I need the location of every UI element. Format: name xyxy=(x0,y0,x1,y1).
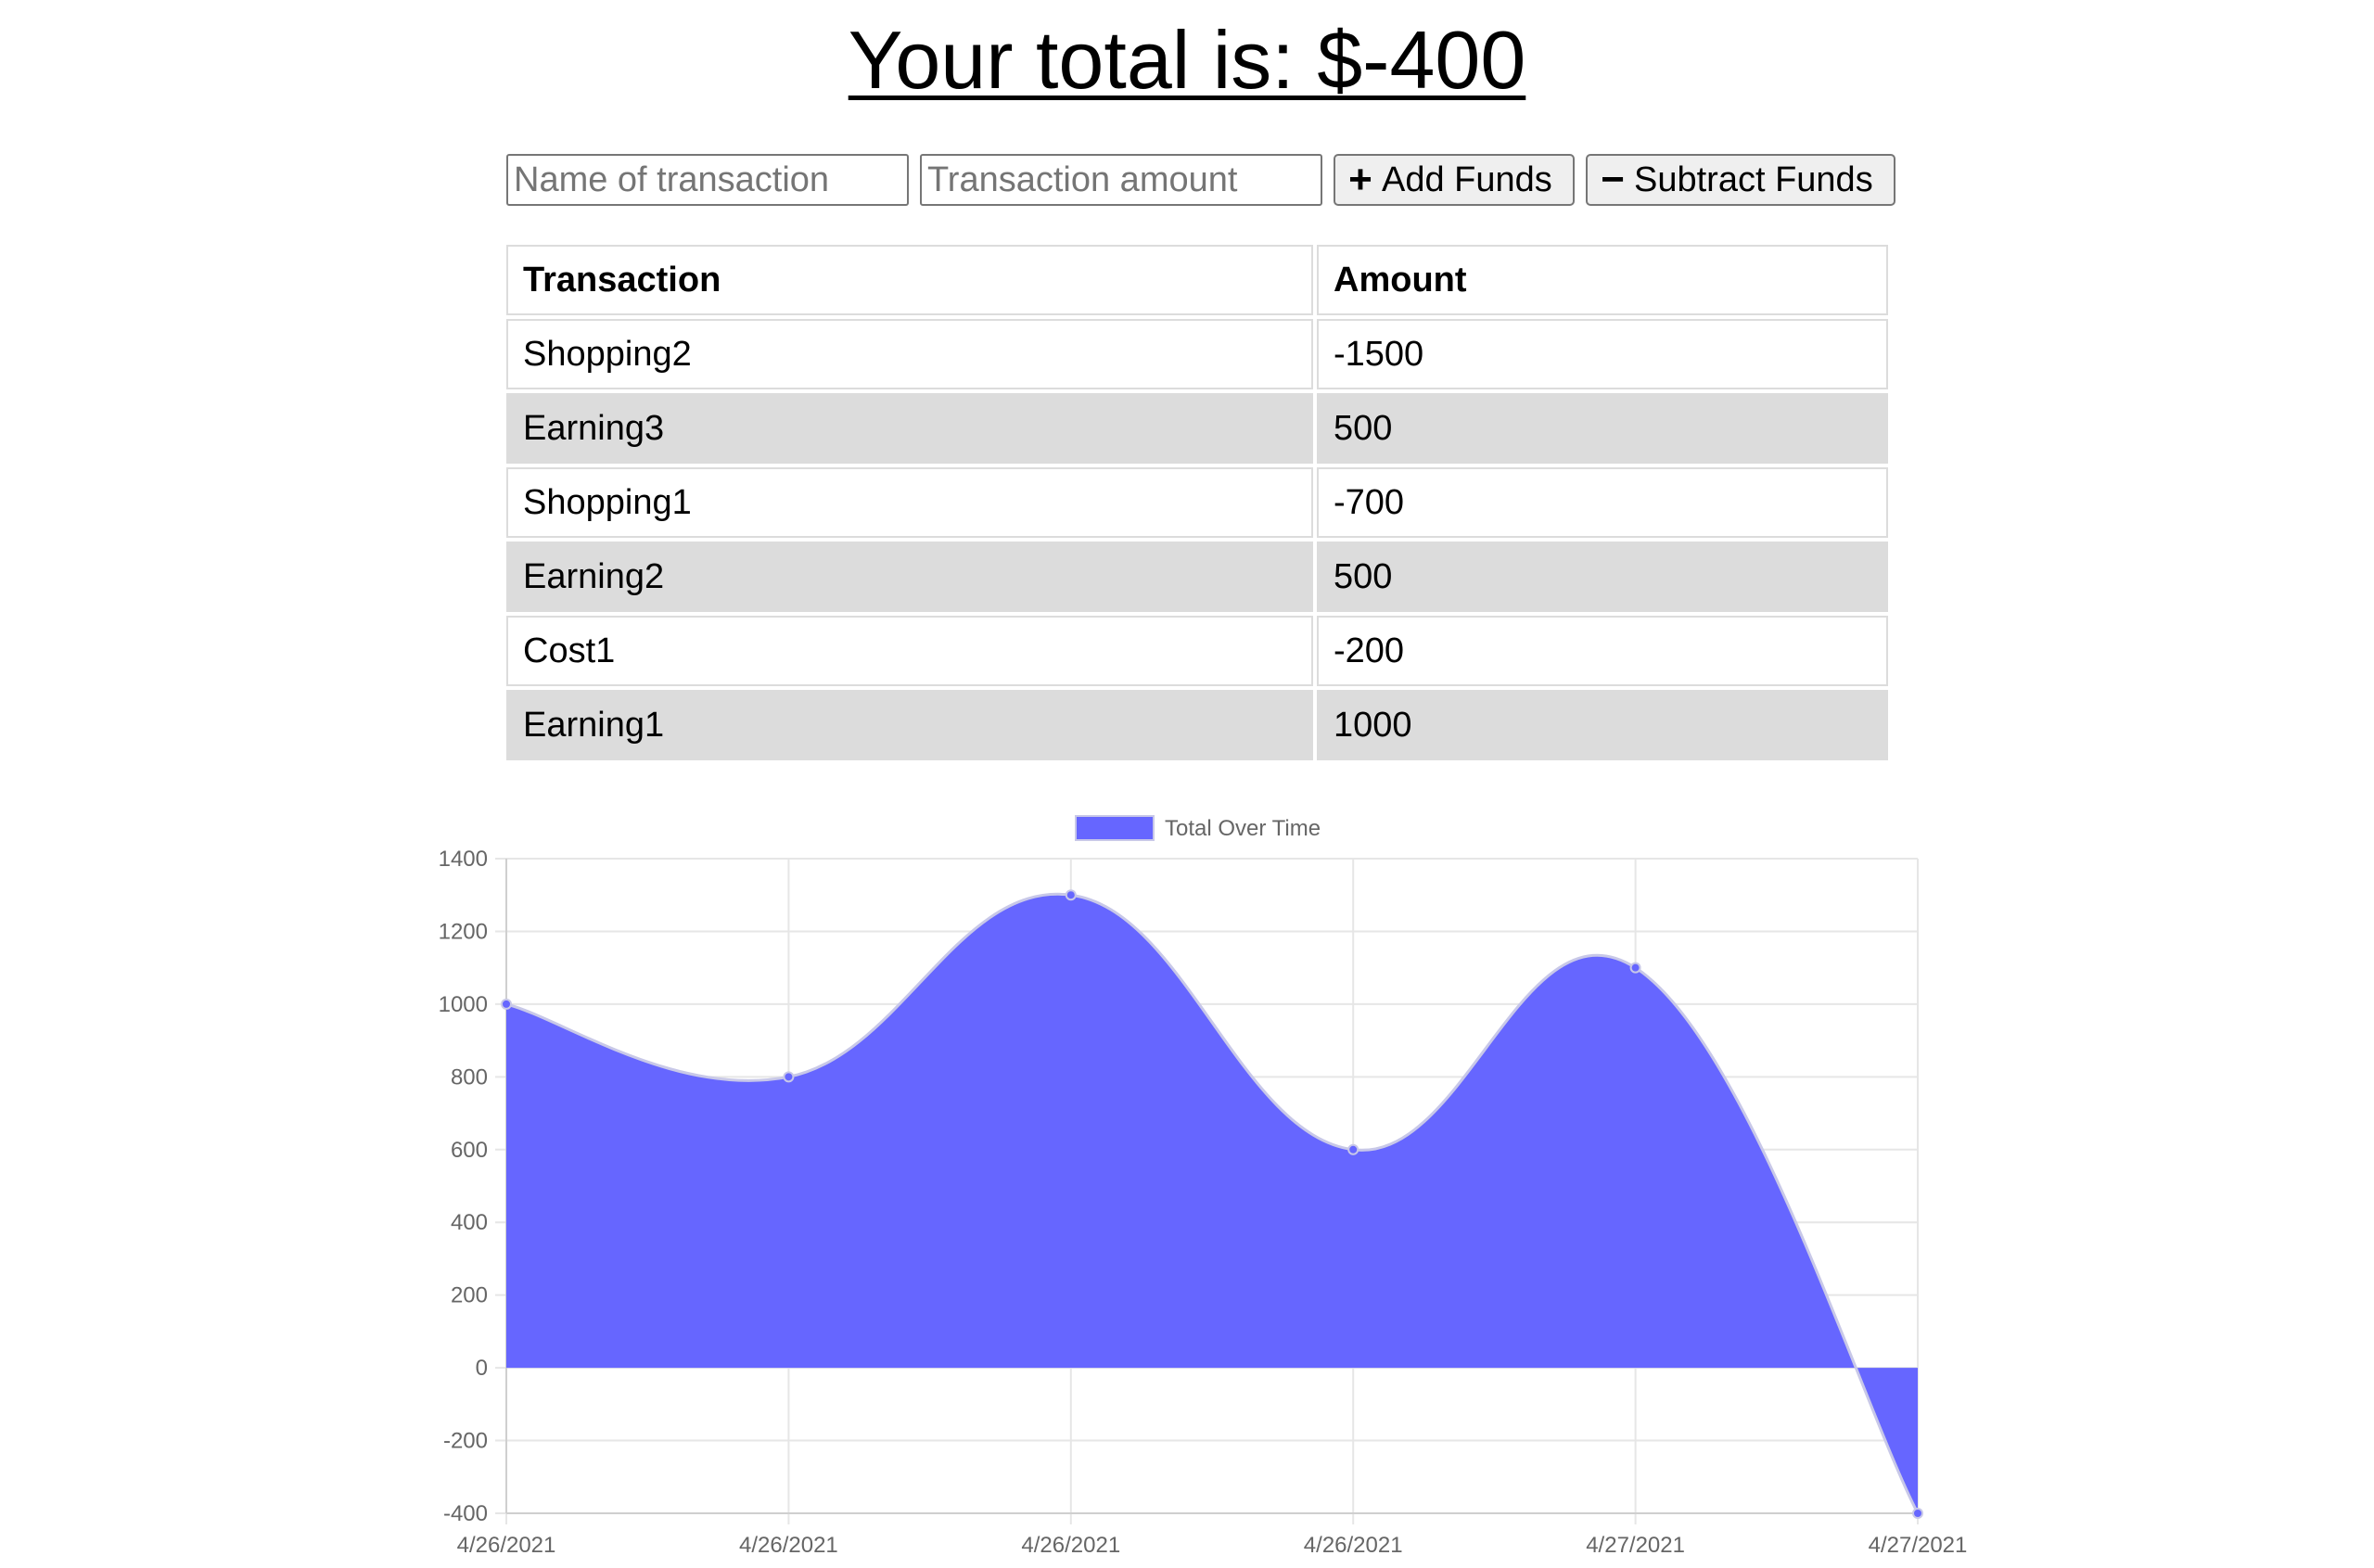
transaction-amount-cell: 1000 xyxy=(1317,690,1888,760)
y-tick-label: 1000 xyxy=(439,992,488,1017)
y-tick-label: 800 xyxy=(451,1064,488,1090)
data-point xyxy=(783,1071,795,1083)
column-header-transaction: Transaction xyxy=(506,245,1313,315)
y-tick-label: 1400 xyxy=(439,847,488,872)
transaction-amount-input[interactable] xyxy=(920,154,1322,206)
transaction-amount-cell: -700 xyxy=(1317,467,1888,538)
data-point xyxy=(1347,1143,1359,1155)
transaction-name-cell: Shopping2 xyxy=(506,319,1313,389)
table-row: Shopping2 -1500 xyxy=(506,319,1888,389)
table-row: Earning2 500 xyxy=(506,542,1888,612)
y-tick-label: 600 xyxy=(451,1138,488,1163)
add-funds-label: Add Funds xyxy=(1382,159,1552,199)
column-header-amount: Amount xyxy=(1317,245,1888,315)
y-tick-label: 1200 xyxy=(439,919,488,944)
table-row: Earning3 500 xyxy=(506,393,1888,464)
table-row: Earning1 1000 xyxy=(506,690,1888,760)
y-tick-label: -400 xyxy=(443,1501,488,1526)
table-row: Cost1 -200 xyxy=(506,616,1888,686)
add-funds-button[interactable]: + Add Funds xyxy=(1334,154,1575,206)
transaction-amount-cell: -1500 xyxy=(1317,319,1888,389)
transaction-name-cell: Earning2 xyxy=(506,542,1313,612)
data-point xyxy=(501,998,512,1010)
transaction-amount-cell: -200 xyxy=(1317,616,1888,686)
x-tick-label: 4/26/2021 xyxy=(457,1533,556,1558)
table-header-row: Transaction Amount xyxy=(506,245,1888,315)
minus-icon: − xyxy=(1601,157,1625,202)
data-point xyxy=(1912,1508,1923,1519)
y-tick-label: 0 xyxy=(476,1356,488,1381)
transactions-table: Transaction Amount Shopping2 -1500 Earni… xyxy=(503,241,1892,764)
y-tick-label: 400 xyxy=(451,1210,488,1235)
series-area xyxy=(506,894,1918,1513)
transaction-name-cell: Shopping1 xyxy=(506,467,1313,538)
x-tick-label: 4/26/2021 xyxy=(1304,1533,1403,1558)
legend-label: Total Over Time xyxy=(1165,816,1321,841)
y-tick-label: 200 xyxy=(451,1283,488,1308)
transaction-amount-cell: 500 xyxy=(1317,542,1888,612)
total-over-time-chart: 1400 1200 1000 800 600 400 200 0 -200 -400 4/26/20… xyxy=(439,815,1968,1558)
plus-icon: + xyxy=(1348,157,1372,202)
transaction-amount-cell: 500 xyxy=(1317,393,1888,464)
total-heading: Your total is: $-400 xyxy=(848,14,1526,106)
table-row: Shopping1 -700 xyxy=(506,467,1888,538)
x-tick-label: 4/26/2021 xyxy=(739,1533,838,1558)
transaction-name-cell: Earning1 xyxy=(506,690,1313,760)
transaction-name-cell: Earning3 xyxy=(506,393,1313,464)
data-point xyxy=(1629,962,1641,974)
x-tick-label: 4/27/2021 xyxy=(1869,1533,1968,1558)
subtract-funds-label: Subtract Funds xyxy=(1634,159,1873,199)
legend-swatch xyxy=(1075,815,1155,841)
x-tick-label: 4/26/2021 xyxy=(1021,1533,1120,1558)
transaction-name-cell: Cost1 xyxy=(506,616,1313,686)
y-tick-label: -200 xyxy=(443,1429,488,1454)
data-point xyxy=(1065,889,1077,901)
x-tick-label: 4/27/2021 xyxy=(1586,1533,1685,1558)
transaction-name-input[interactable] xyxy=(506,154,909,206)
subtract-funds-button[interactable]: − Subtract Funds xyxy=(1586,154,1895,206)
